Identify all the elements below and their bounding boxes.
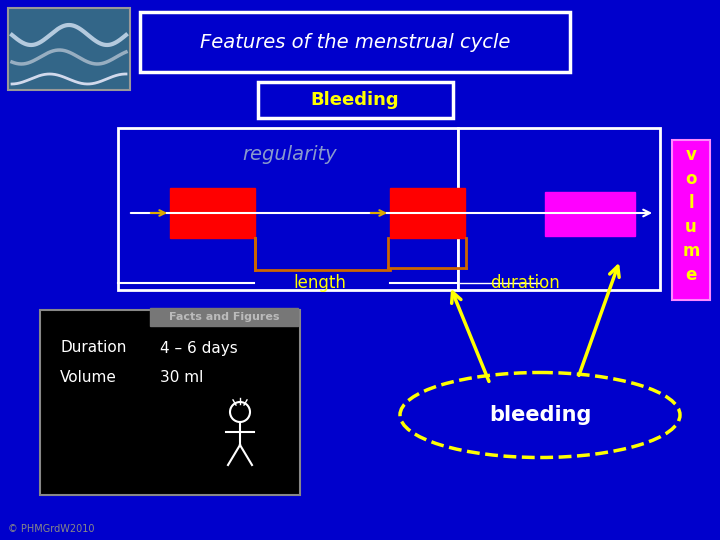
Text: Duration: Duration bbox=[60, 341, 127, 355]
FancyBboxPatch shape bbox=[8, 8, 130, 90]
FancyBboxPatch shape bbox=[150, 308, 298, 326]
Text: u: u bbox=[685, 218, 697, 236]
Text: regularity: regularity bbox=[243, 145, 337, 165]
Text: Facts and Figures: Facts and Figures bbox=[168, 312, 279, 322]
Text: v: v bbox=[685, 146, 696, 164]
FancyBboxPatch shape bbox=[118, 128, 458, 290]
FancyBboxPatch shape bbox=[140, 12, 570, 72]
FancyBboxPatch shape bbox=[458, 128, 660, 290]
Ellipse shape bbox=[400, 373, 680, 457]
Text: e: e bbox=[685, 266, 697, 284]
Text: l: l bbox=[688, 194, 694, 212]
Text: length: length bbox=[294, 274, 346, 292]
FancyBboxPatch shape bbox=[545, 192, 635, 236]
Text: bleeding: bleeding bbox=[489, 405, 591, 425]
Text: m: m bbox=[683, 242, 700, 260]
FancyBboxPatch shape bbox=[40, 310, 300, 495]
Text: © PHMGrdW2010: © PHMGrdW2010 bbox=[8, 524, 94, 534]
FancyBboxPatch shape bbox=[672, 140, 710, 300]
Text: o: o bbox=[685, 170, 697, 188]
Text: 30 ml: 30 ml bbox=[160, 370, 203, 386]
Text: duration: duration bbox=[490, 274, 559, 292]
FancyBboxPatch shape bbox=[390, 188, 465, 238]
FancyBboxPatch shape bbox=[258, 82, 453, 118]
FancyBboxPatch shape bbox=[170, 188, 255, 238]
Text: Bleeding: Bleeding bbox=[311, 91, 400, 109]
Text: Volume: Volume bbox=[60, 370, 117, 386]
Text: Features of the menstrual cycle: Features of the menstrual cycle bbox=[200, 32, 510, 51]
Text: 4 – 6 days: 4 – 6 days bbox=[160, 341, 238, 355]
